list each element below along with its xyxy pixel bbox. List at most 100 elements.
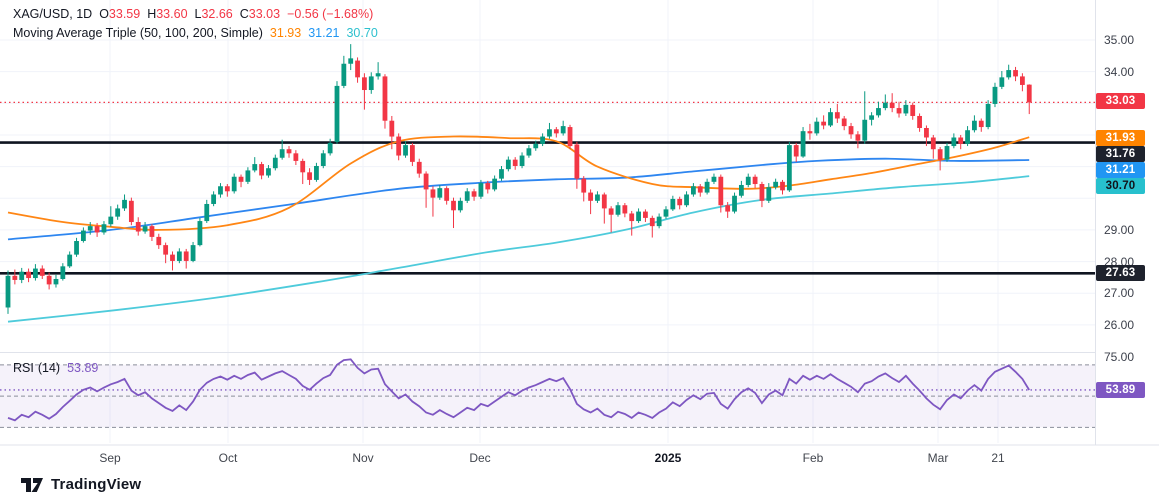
candle <box>855 134 861 141</box>
candle <box>403 145 408 156</box>
candle <box>485 183 491 190</box>
rsi-legend-row[interactable]: RSI (14) 53.89 <box>13 361 98 375</box>
price-axis-badge: 31.21 <box>1096 161 1145 178</box>
ohlc-value: 33.60 <box>156 7 188 21</box>
candle <box>643 211 648 218</box>
candle <box>499 169 504 179</box>
candle <box>293 153 299 161</box>
candle <box>53 278 59 285</box>
candle <box>108 216 114 225</box>
ma-line <box>7 175 1030 323</box>
candle <box>334 85 340 142</box>
time-axis-label: Feb <box>802 451 824 465</box>
ma50-value: 31.93 <box>269 26 302 40</box>
candle <box>869 115 875 120</box>
ohlc-item: C 33.03 <box>240 7 280 21</box>
candle <box>615 205 621 215</box>
candle <box>156 236 162 246</box>
ohlc-label: L <box>194 7 202 21</box>
candle <box>917 115 922 129</box>
candle <box>471 191 477 197</box>
candle <box>478 183 484 197</box>
candle <box>396 136 402 156</box>
ohlc-label: H <box>147 7 157 21</box>
time-axis-label: Mar <box>927 451 949 465</box>
candle <box>889 102 895 109</box>
ohlc-value: 32.66 <box>201 7 233 21</box>
ma-legend-row[interactable]: Moving Average Triple (50, 100, 200, Sim… <box>13 26 378 40</box>
candle <box>279 149 285 158</box>
symbol-legend-row[interactable]: XAG/USD, 1D O 33.59 H 33.60 L 32.66 C 33.03 −0.… <box>13 7 373 21</box>
candle <box>1026 84 1032 103</box>
candle <box>362 77 367 91</box>
candle <box>704 181 710 193</box>
candle <box>245 170 251 182</box>
time-axis-label: Dec <box>469 451 491 465</box>
rsi-indicator-title: RSI <box>13 361 34 375</box>
ma-line <box>7 135 1030 231</box>
candle <box>677 198 683 206</box>
candle <box>382 76 388 121</box>
candle <box>834 112 840 119</box>
ohlc-values: O 33.59 H 33.60 L 32.66 C 33.03 <box>99 7 280 21</box>
candle <box>197 221 203 246</box>
candle <box>608 208 614 215</box>
candle <box>1006 70 1012 78</box>
candle <box>793 145 799 157</box>
price-axis-badge: 27.63 <box>1096 265 1145 281</box>
candle <box>163 245 169 255</box>
time-axis-label: Nov <box>352 451 374 465</box>
candle <box>416 161 422 174</box>
candle <box>39 268 45 276</box>
candle <box>725 205 731 212</box>
candle <box>732 195 737 212</box>
tradingview-watermark[interactable]: TradingView <box>20 476 141 493</box>
price-axis-label: 34.00 <box>1104 64 1135 79</box>
candle <box>1019 76 1025 85</box>
candle <box>87 226 93 231</box>
candle <box>259 164 264 176</box>
symbol-title: XAG/USD, 1D <box>13 7 93 21</box>
candle <box>286 149 292 154</box>
candle <box>94 226 100 233</box>
rsi-value: 53.89 <box>67 361 99 375</box>
candle <box>368 76 374 91</box>
price-change: −0.56 (−1.68%) <box>287 7 374 21</box>
candle <box>841 118 847 127</box>
candle <box>876 108 881 116</box>
price-axis-label: 26.00 <box>1104 317 1135 332</box>
candle <box>656 216 662 227</box>
candle <box>60 266 66 279</box>
candle <box>272 157 278 169</box>
candle <box>5 275 11 308</box>
price-axis-label: 35.00 <box>1104 33 1135 47</box>
tradingview-logo-icon <box>21 477 43 492</box>
candle <box>451 200 456 211</box>
candle <box>314 165 319 180</box>
candle <box>492 178 498 190</box>
candle <box>526 148 532 156</box>
candle <box>828 112 833 126</box>
candle <box>231 176 237 192</box>
candle <box>307 172 312 180</box>
candle <box>218 186 223 195</box>
candle <box>814 121 820 134</box>
candle <box>786 145 792 191</box>
candle <box>80 230 86 242</box>
price-axis-label: 27.00 <box>1104 286 1135 301</box>
candle <box>636 211 641 222</box>
price-axis-badge: 30.70 <box>1096 177 1145 194</box>
time-axis-label: 2025 <box>654 451 682 465</box>
candle <box>300 160 306 173</box>
candle <box>33 268 38 279</box>
candle <box>211 194 217 204</box>
candle <box>800 131 806 157</box>
candle <box>12 275 18 280</box>
candle <box>601 194 607 209</box>
candle <box>978 120 984 128</box>
price-axis-label: 29.00 <box>1104 223 1135 237</box>
candle <box>128 200 134 223</box>
ohlc-value: 33.59 <box>108 7 141 21</box>
candle <box>341 63 347 86</box>
